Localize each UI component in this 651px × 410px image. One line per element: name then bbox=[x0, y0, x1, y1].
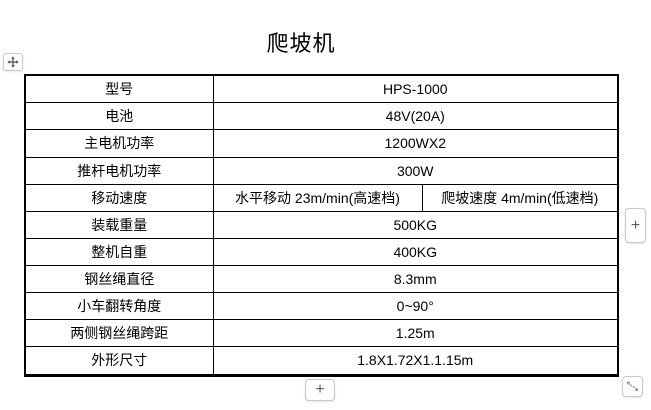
spec-label-cell[interactable]: 电池 bbox=[24, 102, 214, 131]
spec-value-cell[interactable]: HPS-1000 bbox=[212, 74, 619, 104]
plus-icon: + bbox=[315, 381, 325, 398]
spec-value-cell[interactable] bbox=[212, 373, 619, 377]
spec-value-cell[interactable]: 8.3mm bbox=[212, 265, 619, 294]
spec-value-cell[interactable]: 400KG bbox=[212, 237, 619, 267]
table-row: 推杆电机功率 300W bbox=[24, 156, 619, 185]
four-way-arrow-icon bbox=[7, 56, 19, 68]
table-row: 移动速度 水平移动 23m/min(高速档) 爬坡速度 4m/min(低速档) bbox=[24, 183, 619, 212]
resize-nw-arrow-icon: ↖ bbox=[626, 379, 634, 389]
spec-label-cell[interactable]: 两侧钢丝绳跨距 bbox=[24, 319, 214, 348]
spec-value-cell[interactable]: 0~90° bbox=[212, 292, 619, 321]
table-resize-handle[interactable]: ↖ ↘ bbox=[622, 376, 643, 397]
table-row: 装载重量 500KG bbox=[24, 210, 619, 239]
page-title[interactable]: 爬坡机 bbox=[266, 31, 336, 56]
spec-label-cell[interactable]: 推杆电机功率 bbox=[24, 156, 214, 185]
spec-value-cell-right[interactable]: 爬坡速度 4m/min(低速档) bbox=[421, 183, 619, 212]
spec-value-cell[interactable]: 1.25m bbox=[212, 319, 619, 348]
spec-label-cell[interactable]: 钢丝绳直径 bbox=[24, 265, 214, 294]
plus-icon: + bbox=[630, 216, 641, 234]
table-row: 电池 48V(20A) bbox=[24, 102, 619, 131]
add-row-button[interactable]: + bbox=[305, 379, 335, 401]
spec-label-cell[interactable] bbox=[24, 373, 214, 377]
spec-label-cell[interactable]: 外形尺寸 bbox=[24, 346, 214, 375]
spec-label-cell[interactable]: 装载重量 bbox=[24, 210, 214, 239]
spec-label-cell[interactable]: 整机自重 bbox=[24, 237, 214, 267]
table-row: 小车翻转角度 0~90° bbox=[24, 292, 619, 321]
table-row: 主电机功率 1200WX2 bbox=[24, 129, 619, 158]
spec-value-cell[interactable]: 1.8X1.72X1.1.15m bbox=[212, 346, 619, 375]
spec-table: 型号 HPS-1000 电池 48V(20A) 主电机功率 1200WX2 推杆… bbox=[24, 74, 619, 377]
table-row: 两侧钢丝绳跨距 1.25m bbox=[24, 319, 619, 348]
spec-value-cell[interactable]: 300W bbox=[212, 156, 619, 185]
table-row: 外形尺寸 1.8X1.72X1.1.15m bbox=[24, 346, 619, 375]
table-row: 整机自重 400KG bbox=[24, 237, 619, 267]
spec-label-cell[interactable]: 主电机功率 bbox=[24, 129, 214, 158]
spec-value-cell[interactable]: 1200WX2 bbox=[212, 129, 619, 158]
table-row-empty bbox=[24, 373, 619, 377]
spec-label-cell[interactable]: 小车翻转角度 bbox=[24, 292, 214, 321]
spec-label-cell[interactable]: 移动速度 bbox=[24, 183, 214, 212]
add-column-button[interactable]: + bbox=[625, 208, 646, 243]
spec-value-cell-left[interactable]: 水平移动 23m/min(高速档) bbox=[212, 183, 423, 212]
table-row: 钢丝绳直径 8.3mm bbox=[24, 265, 619, 294]
spec-value-cell[interactable]: 500KG bbox=[212, 210, 619, 239]
spec-label-cell[interactable]: 型号 bbox=[24, 74, 214, 104]
table-row: 型号 HPS-1000 bbox=[24, 74, 619, 104]
table-move-handle[interactable] bbox=[3, 53, 23, 71]
spec-value-cell[interactable]: 48V(20A) bbox=[212, 102, 619, 131]
resize-se-arrow-icon: ↘ bbox=[631, 383, 639, 393]
